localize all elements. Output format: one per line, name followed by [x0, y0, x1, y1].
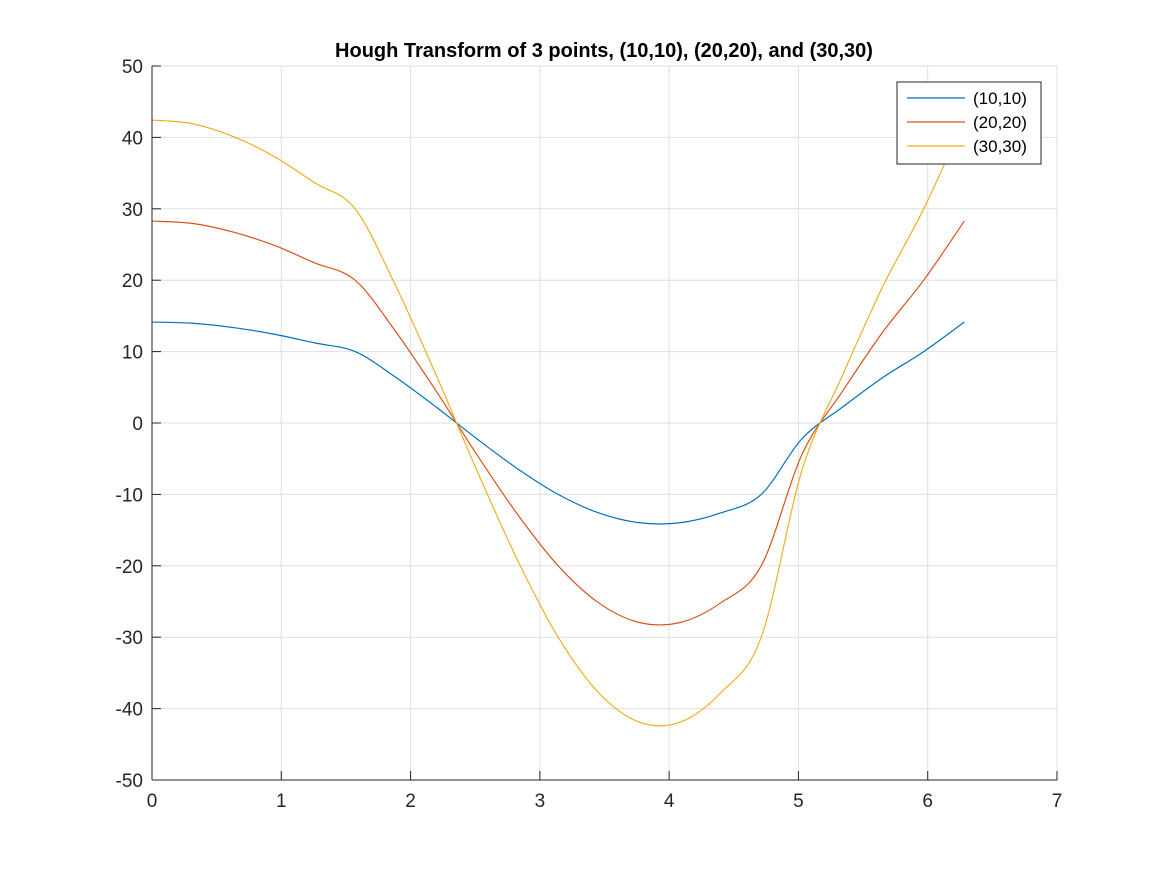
y-tick-label: -30	[116, 628, 143, 649]
chart-title: Hough Transform of 3 points, (10,10), (2…	[335, 40, 873, 62]
x-tick-label: 6	[922, 791, 933, 812]
y-tick-label: -50	[116, 771, 143, 792]
series-line-2	[151, 220, 965, 626]
legend-box	[896, 81, 1042, 165]
ticks: 0 1 2 3 4 5 6 7 50 40 30 20 10 0 -10 -20 -30 -40 -50	[116, 57, 1063, 812]
series-line-3	[151, 119, 965, 727]
series-line-1	[151, 321, 965, 525]
legend-label: (10,10)	[973, 89, 1027, 108]
y-tick-label: 40	[122, 128, 143, 149]
legend-label: (30,30)	[973, 137, 1027, 156]
x-tick-label: 2	[405, 791, 416, 812]
y-tick-label: -40	[116, 700, 143, 721]
legend-label: (20,20)	[973, 113, 1027, 132]
x-tick-label: 0	[147, 791, 158, 812]
y-tick-label: 10	[122, 343, 143, 364]
y-tick-label: -20	[116, 557, 143, 578]
x-tick-label: 5	[793, 791, 804, 812]
series-group	[151, 119, 965, 727]
y-tick-label: 50	[122, 57, 143, 78]
y-tick-label: 0	[132, 414, 143, 435]
x-tick-label: 3	[535, 791, 546, 812]
x-tick-label: 4	[664, 791, 675, 812]
legend[interactable]: (10,10) (20,20) (30,30)	[896, 81, 1042, 165]
y-tick-label: -10	[116, 485, 143, 506]
x-tick-label: 1	[276, 791, 287, 812]
x-tick-label: 7	[1052, 791, 1063, 812]
y-tick-label: 20	[122, 271, 143, 292]
y-tick-label: 30	[122, 200, 143, 221]
